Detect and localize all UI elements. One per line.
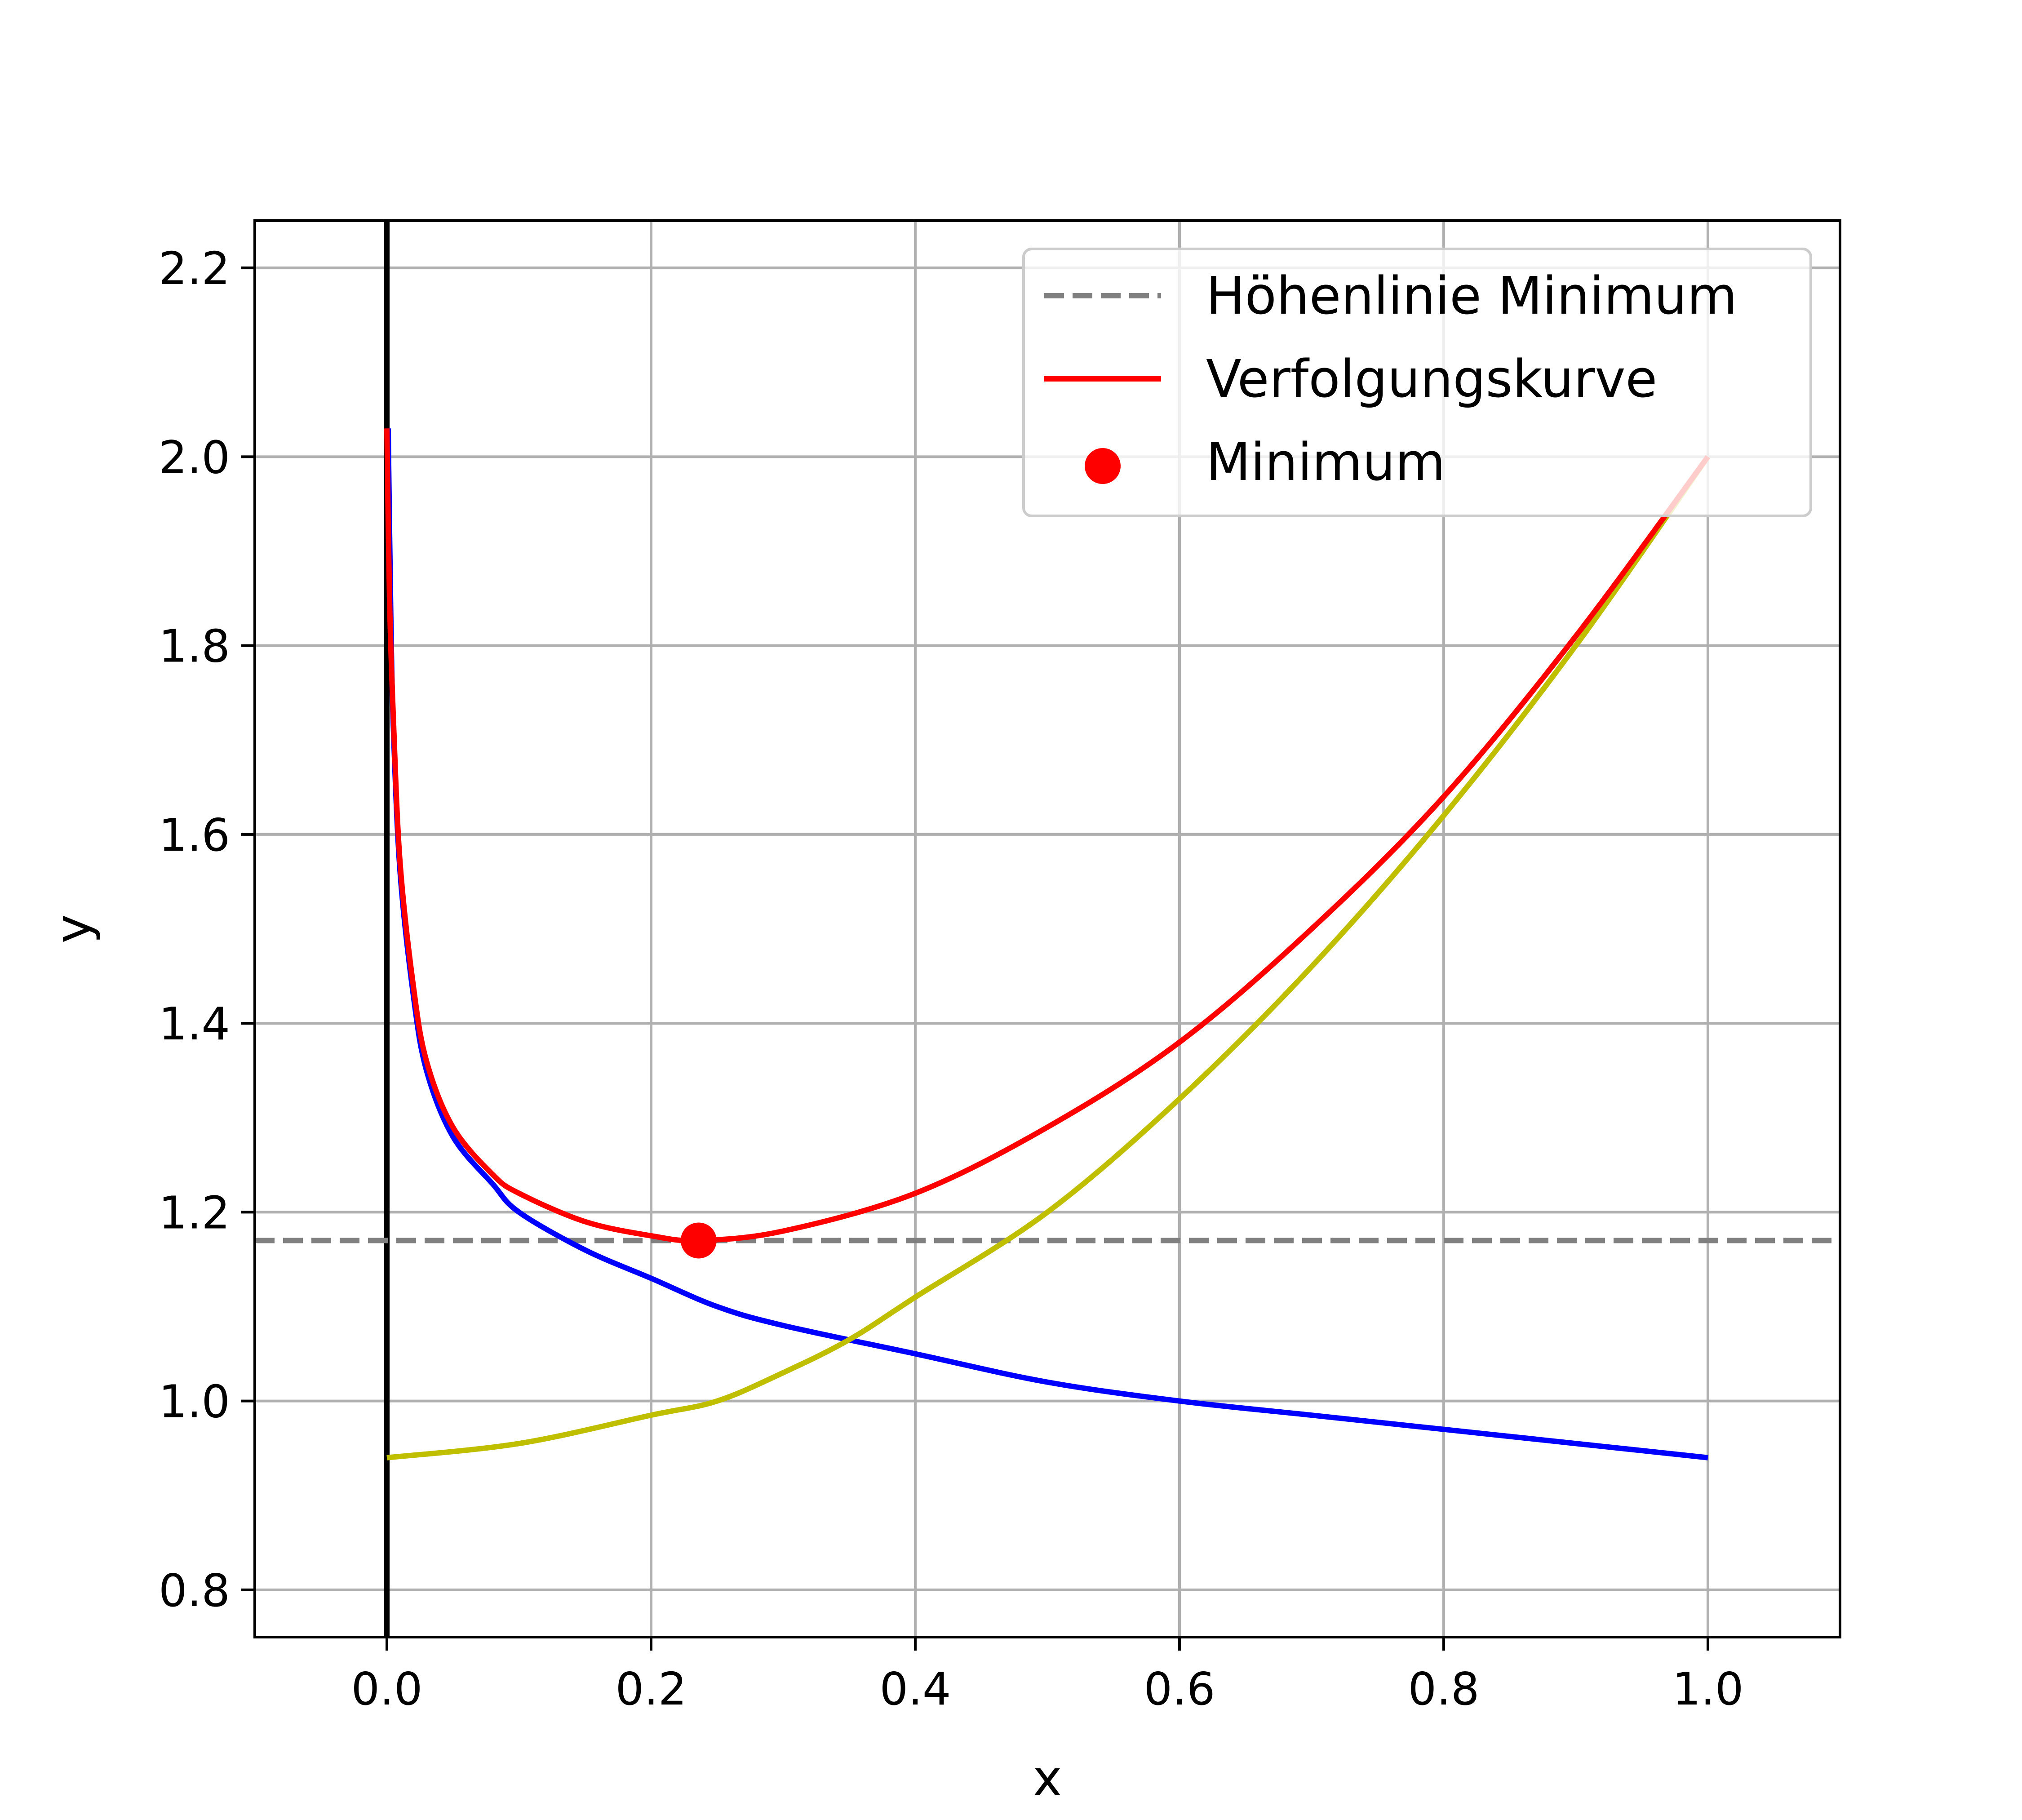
legend: Höhenlinie Minimum Verfolgungskurve Mini…: [1022, 248, 1812, 517]
legend-label-verfolgungskurve: Verfolgungskurve: [1206, 349, 1657, 409]
plot-frame: [253, 219, 1841, 1638]
x-axis-label: x: [1033, 1749, 1062, 1807]
data-layer: [255, 221, 1840, 1637]
y-tick-label: 1.4: [159, 998, 230, 1050]
y-tick-label: 1.2: [159, 1186, 230, 1239]
x-tick-label: 0.6: [1144, 1663, 1215, 1715]
legend-label-minimum: Minimum: [1206, 432, 1446, 493]
legend-swatch-minimum: [1085, 448, 1121, 484]
minimum-point: [680, 1222, 717, 1259]
x-tick-label: 1.0: [1672, 1663, 1743, 1715]
x-tick-label: 0.8: [1408, 1663, 1479, 1715]
y-tick-label: 2.2: [159, 242, 230, 295]
x-tick-label: 0.0: [351, 1663, 422, 1715]
y-axis-label: y: [44, 914, 102, 943]
x-tick-label: 0.4: [879, 1663, 951, 1715]
y-tick-label: 1.8: [159, 620, 230, 673]
y-tick-label: 0.8: [159, 1564, 230, 1617]
legend-label-reference-line: Höhenlinie Minimum: [1206, 266, 1737, 326]
x-tick-label: 0.2: [615, 1663, 687, 1715]
ticks: 0.0 0.2 0.4 0.6 0.8 1.0 0.8 1.0 1.2 1.4 1.6 1.8 2.0 2…: [159, 242, 1744, 1715]
legend-box: [1022, 248, 1812, 517]
y-tick-label: 1.6: [159, 809, 230, 861]
y-tick-label: 2.0: [159, 431, 230, 484]
y-tick-label: 1.0: [159, 1376, 230, 1428]
series-line-yellow: [386, 455, 1710, 1460]
